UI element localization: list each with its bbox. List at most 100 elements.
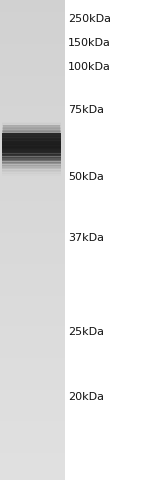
Bar <box>0 144 65 145</box>
Bar <box>0 51 65 53</box>
Bar <box>0 448 65 450</box>
Bar <box>0 143 65 144</box>
Bar <box>0 328 65 330</box>
Bar <box>0 354 65 355</box>
Bar <box>0 288 65 289</box>
Bar <box>0 392 65 394</box>
Bar <box>0 215 65 216</box>
Bar <box>0 431 65 432</box>
Bar <box>0 198 65 200</box>
Bar <box>0 374 65 376</box>
Bar <box>0 261 65 263</box>
Bar <box>0 381 65 383</box>
Bar <box>0 226 65 227</box>
Bar <box>0 58 65 59</box>
Bar <box>2 142 61 144</box>
Bar <box>0 453 65 455</box>
Bar <box>0 285 65 287</box>
Bar <box>0 304 65 306</box>
Bar <box>0 109 65 110</box>
Bar <box>0 117 65 119</box>
Bar <box>0 3 65 5</box>
Bar <box>0 424 65 426</box>
Bar <box>0 408 65 409</box>
Bar <box>0 141 65 143</box>
Bar <box>2 126 61 128</box>
Bar <box>0 171 65 173</box>
Bar <box>0 346 65 347</box>
Bar <box>0 62 65 64</box>
Bar <box>0 121 65 123</box>
Bar <box>0 477 65 479</box>
Bar <box>0 205 65 206</box>
Bar <box>0 251 65 253</box>
Bar <box>0 379 65 381</box>
Bar <box>0 368 65 370</box>
Bar <box>0 123 65 125</box>
Bar <box>0 296 65 298</box>
Bar <box>0 147 65 149</box>
Bar <box>0 227 65 229</box>
Bar <box>0 211 65 213</box>
Bar <box>0 179 65 181</box>
Bar <box>0 253 65 254</box>
Bar <box>0 344 65 346</box>
Bar <box>0 21 65 23</box>
Bar <box>0 421 65 422</box>
Bar <box>0 85 65 86</box>
Bar <box>0 221 65 222</box>
Bar <box>0 414 65 416</box>
Bar <box>0 27 65 29</box>
Bar <box>0 59 65 61</box>
Bar <box>0 312 65 313</box>
Bar <box>0 472 65 474</box>
Bar <box>0 169 65 171</box>
Bar <box>2 156 61 159</box>
Bar <box>0 317 65 318</box>
Bar <box>0 469 65 470</box>
Bar <box>0 157 65 158</box>
Bar <box>0 192 65 193</box>
Bar <box>2 151 61 154</box>
Bar <box>0 163 65 165</box>
Bar <box>2 172 61 175</box>
Bar <box>0 43 65 45</box>
Bar <box>0 411 65 413</box>
Bar <box>0 278 65 280</box>
Bar <box>2 167 61 170</box>
Bar <box>0 335 65 336</box>
Bar <box>0 104 65 106</box>
Bar <box>0 5 65 6</box>
Bar <box>0 289 65 291</box>
Bar <box>0 42 65 43</box>
Bar <box>0 193 65 195</box>
Bar <box>0 119 65 120</box>
Bar <box>0 195 65 197</box>
Bar <box>0 342 65 344</box>
Bar <box>0 309 65 311</box>
Bar <box>0 49 65 51</box>
Bar <box>0 243 65 245</box>
Bar <box>0 128 65 130</box>
Bar <box>0 298 65 299</box>
Bar <box>0 150 65 152</box>
Bar <box>2 153 61 156</box>
Bar <box>0 110 65 112</box>
Bar <box>0 370 65 371</box>
Bar <box>0 48 65 49</box>
Bar <box>0 61 65 62</box>
Bar <box>2 124 61 127</box>
Bar <box>0 14 65 16</box>
Bar <box>0 333 65 335</box>
Bar <box>0 459 65 461</box>
Bar <box>2 161 61 164</box>
Bar <box>0 239 65 240</box>
Bar <box>0 435 65 437</box>
Bar <box>2 129 61 132</box>
Bar <box>0 365 65 366</box>
Bar <box>0 138 65 139</box>
Bar <box>3 126 60 135</box>
Text: 150kDa: 150kDa <box>68 38 111 48</box>
Bar <box>0 259 65 261</box>
Bar <box>0 90 65 91</box>
